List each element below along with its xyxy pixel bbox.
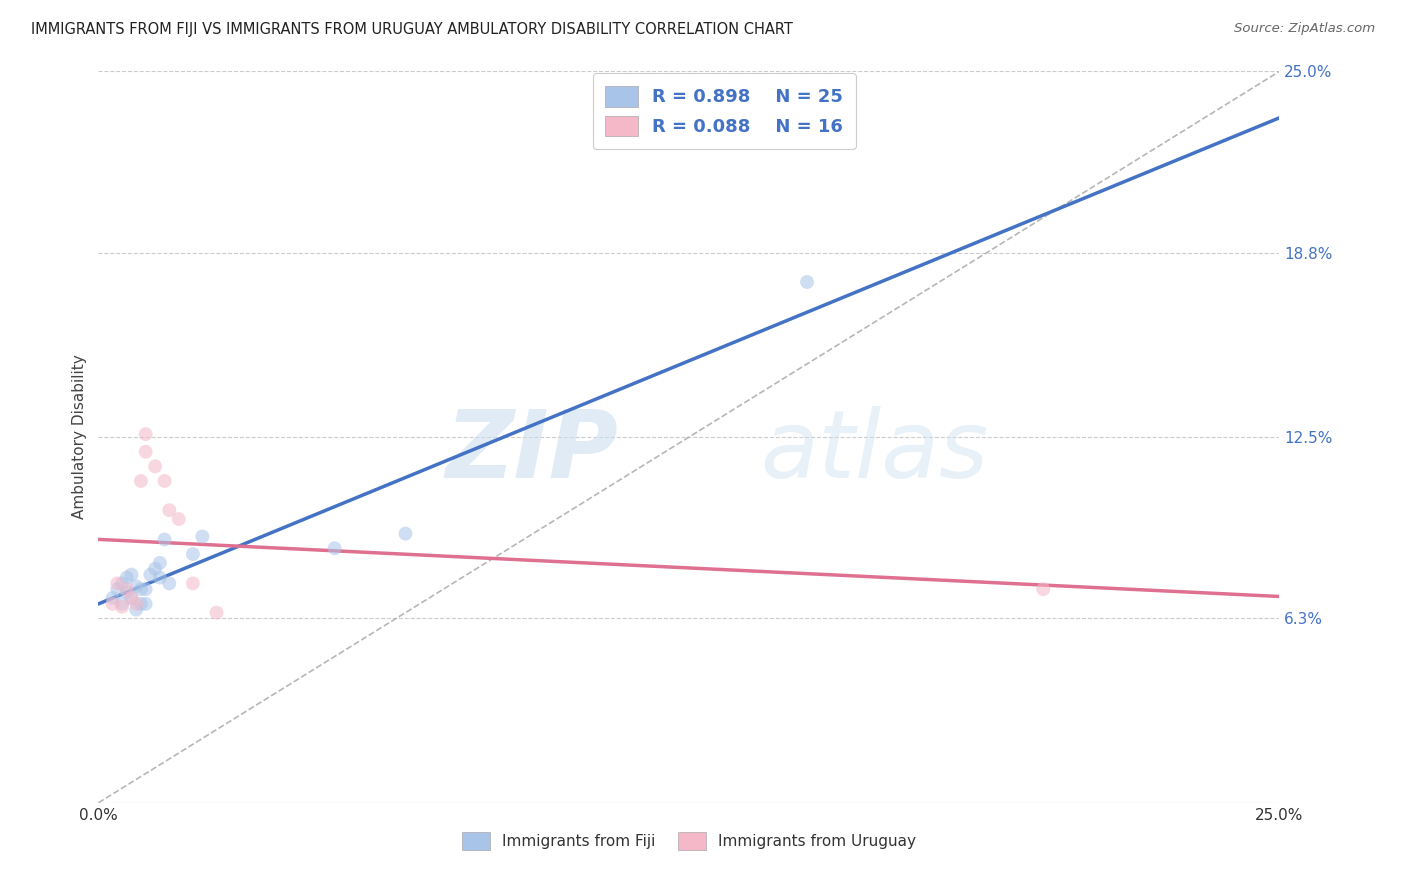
Point xyxy=(125,603,148,617)
Point xyxy=(121,591,143,605)
Point xyxy=(101,591,124,605)
Point xyxy=(105,582,128,597)
Point xyxy=(153,474,176,488)
Point xyxy=(157,503,180,517)
Text: Source: ZipAtlas.com: Source: ZipAtlas.com xyxy=(1234,22,1375,36)
Point xyxy=(149,570,172,584)
Point xyxy=(111,597,134,611)
Point xyxy=(129,597,152,611)
Point xyxy=(129,474,152,488)
Point xyxy=(105,576,128,591)
Point xyxy=(157,576,180,591)
Point xyxy=(101,597,124,611)
Text: IMMIGRANTS FROM FIJI VS IMMIGRANTS FROM URUGUAY AMBULATORY DISABILITY CORRELATIO: IMMIGRANTS FROM FIJI VS IMMIGRANTS FROM … xyxy=(31,22,793,37)
Point xyxy=(323,541,346,556)
Point xyxy=(181,547,204,561)
Point xyxy=(125,579,148,593)
Point xyxy=(121,591,143,605)
Text: ZIP: ZIP xyxy=(446,406,619,498)
Point xyxy=(394,526,416,541)
Point xyxy=(135,444,157,458)
Point xyxy=(143,459,166,474)
Legend: Immigrants from Fiji, Immigrants from Uruguay: Immigrants from Fiji, Immigrants from Ur… xyxy=(454,824,924,857)
Text: atlas: atlas xyxy=(759,406,988,497)
Point xyxy=(143,562,166,576)
Point xyxy=(135,582,157,597)
Point xyxy=(205,606,228,620)
Point xyxy=(111,576,134,591)
Point xyxy=(115,582,138,597)
Point xyxy=(115,570,138,584)
Point xyxy=(181,576,204,591)
Point xyxy=(121,567,143,582)
Point xyxy=(129,582,152,597)
Point xyxy=(135,427,157,442)
Point xyxy=(111,599,134,614)
Point xyxy=(139,567,162,582)
Point xyxy=(167,512,190,526)
Point xyxy=(115,585,138,599)
Point xyxy=(125,597,148,611)
Point xyxy=(135,597,157,611)
Y-axis label: Ambulatory Disability: Ambulatory Disability xyxy=(72,355,87,519)
Point xyxy=(1032,582,1054,597)
Point xyxy=(149,556,172,570)
Point xyxy=(796,275,818,289)
Point xyxy=(191,530,214,544)
Point xyxy=(153,533,176,547)
